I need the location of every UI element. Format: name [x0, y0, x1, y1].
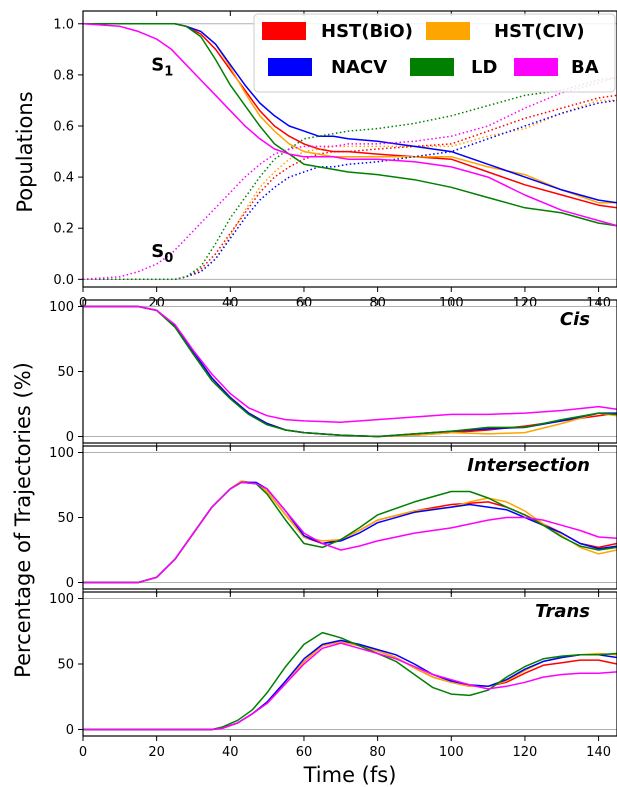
x-tick-label: 100	[439, 745, 464, 760]
panel-populations: 0 20 40 60 80 100 120 1400.00.20.40.60.81.0S1S0…	[53, 10, 617, 311]
series-line-BA-s1	[82, 23, 617, 227]
series-line-HST(BiO)-s1	[83, 23, 617, 209]
legend-swatch	[262, 22, 306, 40]
series-line-HST(CIV)	[83, 305, 617, 438]
x-tick-label: 20	[148, 745, 165, 760]
y-tick-label: 0.0	[53, 273, 74, 288]
y-tick-label: 100	[49, 446, 74, 461]
y-tick-label: 50	[57, 365, 74, 380]
series-line-BA	[83, 481, 617, 584]
series-line-HST(CIV)	[83, 640, 617, 731]
y-axis-title-populations: Populations	[13, 91, 37, 212]
series-line-NACV	[83, 639, 617, 731]
legend-swatch	[268, 58, 312, 76]
state-label-main: S	[151, 55, 164, 76]
series-line-LD	[83, 305, 617, 438]
panel-intersection: 0 50 100 Intersection	[49, 445, 617, 594]
y-tick-label: 0	[66, 430, 74, 445]
series-line-BA	[83, 305, 617, 423]
axes-frame	[82, 10, 617, 288]
state-label-sub: 1	[164, 65, 173, 80]
state-label: S1	[151, 55, 173, 80]
legend: HST(BiO) HST(CIV) NACV LD BA	[253, 13, 616, 93]
state-label: S0	[151, 241, 173, 266]
legend-swatch	[514, 58, 558, 76]
y-tick-label: 50	[57, 658, 74, 673]
y-tick-label: 0.6	[53, 120, 74, 135]
panel-title: Cis	[560, 309, 590, 330]
y-tick-label: 0.8	[53, 68, 74, 83]
panel-title: Trans	[535, 601, 590, 622]
series-line-NACV	[83, 305, 617, 438]
x-tick-label: 140	[586, 745, 611, 760]
legend-label: NACV	[331, 57, 387, 78]
y-tick-label: 0.2	[53, 222, 74, 237]
y-tick-label: 1.0	[53, 17, 74, 32]
y-tick-label: 0.4	[53, 171, 74, 186]
state-label-sub: 0	[164, 251, 173, 266]
x-tick-label: 60	[296, 745, 313, 760]
panel-title: Intersection	[467, 455, 590, 476]
x-tick-label: 80	[369, 745, 386, 760]
x-tick-label: 120	[513, 745, 538, 760]
series-line-BA-s0	[82, 76, 617, 281]
series-line-LD-s1	[83, 23, 617, 227]
series-line-HST(BiO)	[83, 640, 617, 731]
state-label-main: S	[151, 241, 164, 262]
series-line-LD	[83, 631, 617, 731]
x-axis-title: Time (fs)	[303, 763, 397, 787]
panel-trans: 0 20 40 60 80 100 120 140 0 50 100 Trans	[49, 591, 617, 760]
series-line-NACV	[83, 481, 617, 584]
y-tick-label: 0	[66, 723, 74, 738]
legend-swatch	[426, 22, 470, 40]
panel-cis: 0 50 100 Cis	[49, 299, 617, 448]
series-line-LD	[83, 481, 617, 584]
series-line-HST(CIV)	[83, 480, 617, 584]
legend-label: HST(CIV)	[494, 21, 585, 42]
x-tick-label: 0	[79, 745, 87, 760]
legend-swatch	[410, 58, 454, 76]
series-line-BA	[83, 642, 617, 731]
y-tick-label: 100	[49, 592, 74, 607]
series-line-NACV-s1	[83, 23, 617, 204]
y-tick-label: 50	[57, 511, 74, 526]
y-tick-label: 0	[66, 576, 74, 591]
series-line-HST(BiO)	[83, 305, 617, 438]
series-line-HST(BiO)	[83, 480, 617, 584]
legend-label: LD	[471, 57, 497, 78]
y-axis-title-percentage: Percentage of Trajectories (%)	[11, 362, 35, 678]
legend-label: HST(BiO)	[321, 21, 413, 42]
legend-label: BA	[571, 57, 599, 78]
y-tick-label: 100	[49, 300, 74, 315]
x-tick-label: 40	[222, 745, 239, 760]
series-line-NACV-s0	[83, 99, 617, 281]
